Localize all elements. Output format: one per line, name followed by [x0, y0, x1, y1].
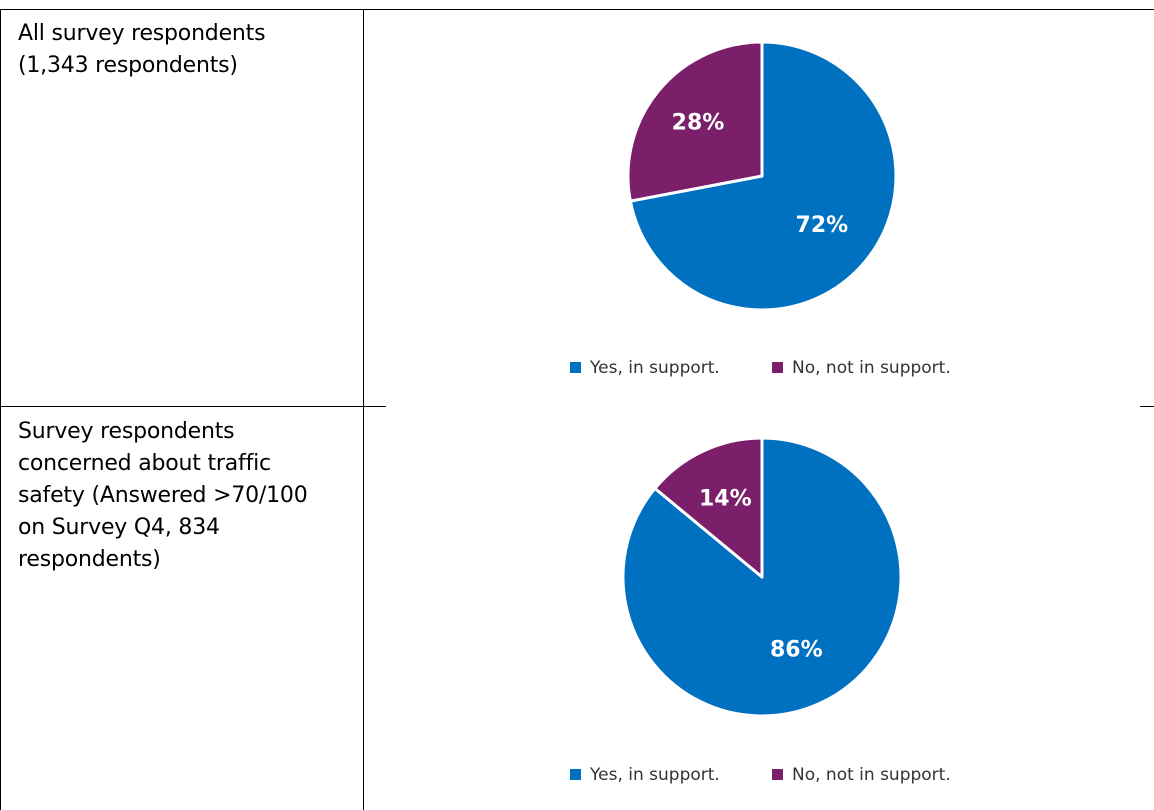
legend-label-yes: Yes, in support.: [589, 765, 720, 785]
legend-label-no: No, not in support.: [792, 358, 951, 378]
table-border-column-divider: [363, 9, 364, 810]
row-2-label-line: on Survey Q4, 834: [18, 515, 220, 540]
row-2-label-line: Survey respondents: [18, 419, 235, 444]
chart-legend: Yes, in support. No, not in support.: [570, 358, 951, 378]
table-border-middle-left: [0, 406, 386, 407]
legend-swatch-yes: [570, 362, 581, 373]
pie-chart-1: 72% 28% Yes, in support. No, not in support…: [570, 40, 951, 378]
pie-slice-no: [626, 40, 764, 203]
table-border-middle-right: [1140, 406, 1154, 407]
table-border-top: [0, 9, 1154, 10]
row-2-label-line: concerned about traffic: [18, 451, 271, 476]
pie-slice-no: [653, 436, 764, 579]
row-2-label: Survey respondents concerned about traff…: [18, 416, 348, 576]
slice-label-yes: 86%: [770, 637, 823, 662]
pie-chart-2: 86% 14% Yes, in support. No, not in support…: [570, 436, 951, 785]
row-2-label-line: safety (Answered >70/100: [18, 483, 308, 508]
row-1-label-line: All survey respondents: [18, 21, 266, 46]
slice-label-yes: 72%: [796, 213, 849, 238]
chart-legend: Yes, in support. No, not in support.: [570, 765, 951, 785]
legend-swatch-no: [772, 362, 783, 373]
legend-label-yes: Yes, in support.: [589, 358, 720, 378]
row-1-label: All survey respondents (1,343 respondent…: [18, 18, 348, 82]
slice-label-no: 14%: [699, 487, 752, 512]
legend-label-no: No, not in support.: [792, 765, 951, 785]
row-1-label-line: (1,343 respondents): [18, 53, 238, 78]
legend-swatch-yes: [570, 769, 581, 780]
legend-swatch-no: [772, 769, 783, 780]
row-2-label-line: respondents): [18, 547, 161, 572]
table-border-left: [0, 9, 1, 810]
slice-label-no: 28%: [672, 111, 725, 136]
